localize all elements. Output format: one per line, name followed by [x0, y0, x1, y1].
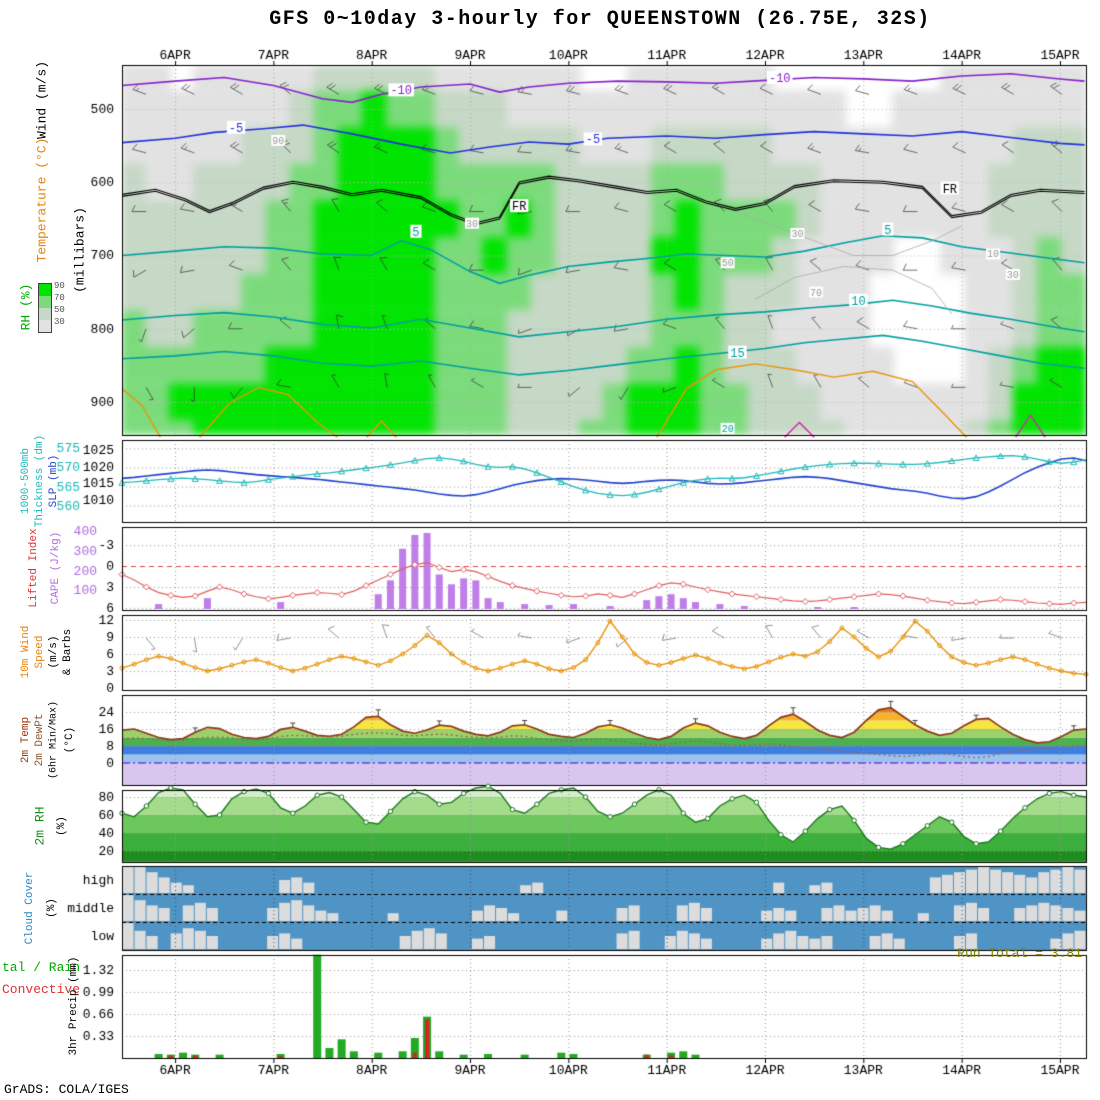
grads-credit: GrADS: COLA/IGES: [4, 1082, 129, 1097]
axis-label-10m-wind: 10m Wind: [20, 625, 32, 679]
axis-label-rh: RH (%): [18, 283, 34, 331]
axis-label-thickness-2: Thickness (dm): [34, 434, 46, 528]
axis-label-lifted-index: Lifted Index: [28, 528, 40, 608]
rh-colorbar-labels: 90 70 50 30: [54, 281, 65, 327]
axis-label-2m-dewpt: 2m DewPt: [34, 713, 46, 767]
axis-label-millibars: (millibars): [72, 207, 88, 293]
axis-label-speed: Speed: [34, 635, 46, 669]
axis-label-ms: (m/s): [48, 635, 60, 669]
axis-label-2m-rh: 2m RH: [32, 806, 48, 846]
axis-label-barbs: & Barbs: [62, 628, 74, 676]
axis-label-2m-temp: 2m Temp: [20, 716, 32, 764]
axis-label-thickness-1: 1000-500mb: [20, 447, 32, 515]
legend-convective: Convective: [2, 982, 81, 997]
legend-total-rain: tal / Rain: [2, 960, 81, 975]
page-title: GFS 0~10day 3-hourly for QUEENSTOWN (26.…: [269, 8, 931, 31]
axis-label-temperature: Temperature (°C): [34, 137, 50, 263]
run-total: Run Total = 3.81: [957, 946, 1082, 961]
axis-label-cloud-pct: (%): [46, 898, 58, 918]
axis-label-cape: CAPE (J/kg): [50, 531, 62, 605]
axis-label-minmax: (6hr Min/Max): [48, 700, 60, 780]
axis-label-rh-pct: (%): [56, 816, 68, 836]
axis-label-3hr-precip: 3hr Precip (mm): [68, 956, 80, 1056]
axis-label-celsius: (°C): [64, 726, 76, 754]
axis-label-slp: SLP (mb): [48, 454, 60, 508]
axis-label-cloud-cover: Cloud Cover: [24, 871, 36, 945]
axis-label-wind: Wind (m/s): [34, 60, 50, 140]
rh-colorbar: [38, 283, 52, 333]
